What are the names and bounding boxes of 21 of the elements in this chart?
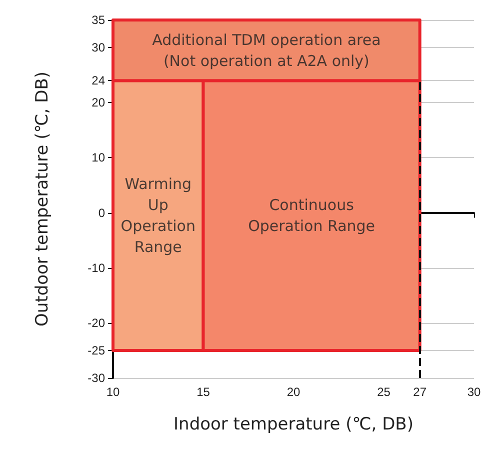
annotation: Continuous Operation Range (248, 196, 376, 236)
x-tick-label: 15 (196, 385, 210, 399)
y-tick-label: 24 (92, 74, 106, 88)
x-tick-label: 10 (106, 385, 120, 399)
x-axis-title: Indoor temperature (℃, DB) (174, 414, 414, 434)
annotation: Additional TDM operation area (Not operation at A2A only) (152, 30, 381, 70)
x-tick-label: 30 (467, 385, 481, 399)
y-axis-title: Outdoor temperature (℃, DB) (32, 72, 52, 326)
x-tick-label: 25 (377, 385, 391, 399)
y-tick-label: 0 (98, 206, 106, 220)
x-tick-label: 20 (286, 385, 300, 399)
y-tick-label: -25 (88, 343, 106, 358)
y-tick-label: 10 (92, 150, 106, 165)
y-tick-label: 35 (92, 13, 106, 27)
annotation: Warming Up Operation Range (120, 175, 196, 256)
y-tick-label: -10 (88, 260, 106, 275)
x-tick-label: 27 (413, 385, 427, 399)
y-tick-label: -20 (88, 316, 106, 330)
y-tick-label: 20 (92, 96, 106, 110)
y-tick-label: -30 (88, 371, 106, 385)
y-tick-label: 30 (92, 40, 106, 55)
